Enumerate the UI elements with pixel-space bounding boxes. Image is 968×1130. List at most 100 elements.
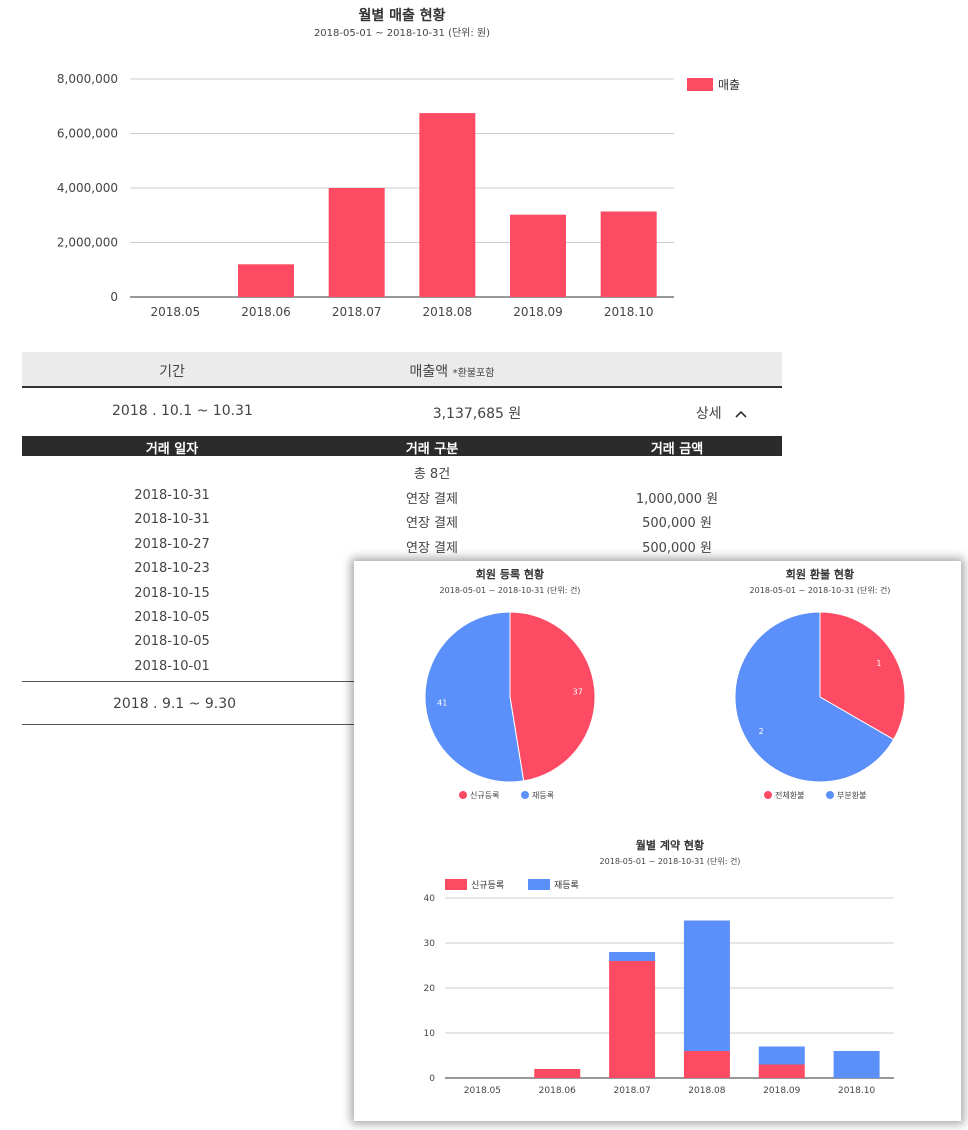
pie-value-label: 41: [437, 698, 447, 707]
sales-table-header: 기간 매출액 *환불포함: [22, 352, 782, 388]
legend-label: 부분환불: [837, 790, 866, 800]
legend-label: 전체환불: [775, 790, 804, 800]
y-tick-label: 20: [424, 984, 436, 994]
transaction-row: 2018-10-31 연장 결제 1,000,000 원: [22, 485, 782, 509]
pie-slice[interactable]: [424, 611, 525, 783]
x-tick-label: 2018.07: [613, 1086, 650, 1096]
amount-header: 매출액 *환불포함: [372, 361, 532, 381]
sales-bar[interactable]: [419, 113, 476, 297]
transaction-type-header: 거래 구분: [405, 442, 459, 457]
transaction-row: 2018-10-31 연장 결제 500,000 원: [22, 509, 782, 533]
legend-dot: [826, 791, 834, 799]
transaction-type: 연장 결제: [406, 492, 458, 507]
legend-swatch: [687, 78, 713, 91]
transaction-amount: 1,000,000 원: [635, 492, 719, 507]
sales-bar[interactable]: [510, 214, 566, 297]
transaction-amount-header: 거래 금액: [650, 442, 704, 457]
y-tick-label: 30: [424, 939, 436, 949]
transaction-total-row: 총 8건: [22, 460, 782, 484]
legend-swatch: [445, 879, 467, 890]
pie-slice[interactable]: [819, 611, 906, 741]
legend-label: 재등록: [532, 791, 554, 800]
pie-value-label: 37: [573, 688, 583, 697]
sales-bar[interactable]: [328, 188, 385, 297]
transaction-date-header: 거래 일자: [145, 442, 199, 457]
x-tick-label: 2018.06: [241, 305, 291, 319]
amount-header-label: 매출액: [409, 364, 449, 380]
member-stats-panel: 회원 등록 현황 2018-05-01 ~ 2018-10-31 (단위: 건)…: [354, 561, 961, 1121]
transaction-type: 연장 결제: [406, 516, 458, 532]
y-tick-label: 4,000,000: [57, 181, 118, 195]
x-tick-label: 2018.07: [332, 305, 382, 319]
period-label: 2018 . 10.1 ~ 10.31: [112, 403, 253, 419]
sales-bar[interactable]: [600, 211, 657, 297]
y-tick-label: 10: [424, 1029, 436, 1039]
transaction-date: 2018-10-31: [134, 512, 210, 528]
transaction-type: 연장 결제: [406, 540, 458, 556]
transaction-row: 2018-10-23: [22, 558, 782, 582]
refund-pie-title: 회원 환불 현황: [786, 567, 854, 581]
legend-swatch: [528, 879, 550, 890]
transaction-date: 2018-10-05: [134, 634, 210, 650]
transaction-row: 2018-10-15: [22, 583, 782, 607]
y-tick-label: 2,000,000: [57, 236, 118, 250]
sales-chart-title: 월별 매출 현황: [358, 7, 445, 24]
chevron-up-icon: [735, 410, 747, 418]
registration-pie-subtitle: 2018-05-01 ~ 2018-10-31 (단위: 건): [440, 585, 581, 595]
legend-dot: [459, 791, 467, 799]
transaction-date: 2018-10-23: [134, 561, 210, 577]
pie-value-label: 2: [759, 727, 764, 736]
contract-chart-subtitle: 2018-05-01 ~ 2018-10-31 (단위: 건): [600, 856, 741, 866]
y-tick-label: 0: [110, 290, 118, 304]
member-stats-charts: 회원 등록 현황 2018-05-01 ~ 2018-10-31 (단위: 건)…: [424, 567, 906, 1096]
x-tick-label: 2018.08: [423, 305, 473, 319]
contract-bar-segment[interactable]: [609, 952, 656, 961]
sales-chart: 월별 매출 현황 2018-05-01 ~ 2018-10-31 (단위: 원)…: [57, 7, 740, 319]
contract-bar-segment[interactable]: [758, 1046, 805, 1065]
contract-bar-segment[interactable]: [683, 920, 730, 1052]
contract-chart-title: 월별 계약 현황: [636, 838, 704, 852]
period-label: 2018 . 9.1 ~ 9.30: [112, 696, 237, 712]
transaction-date: 2018-10-05: [134, 610, 210, 625]
pie-value-label: 1: [876, 659, 881, 668]
x-tick-label: 2018.10: [604, 305, 654, 319]
registration-pie-title: 회원 등록 현황: [476, 567, 544, 581]
x-tick-label: 2018.05: [464, 1086, 501, 1096]
sales-chart-subtitle: 2018-05-01 ~ 2018-10-31 (단위: 원): [314, 26, 490, 39]
x-tick-label: 2018.08: [688, 1086, 725, 1096]
x-tick-label: 2018.10: [838, 1086, 875, 1096]
transaction-amount: 500,000 원: [642, 540, 712, 556]
transaction-row: 2018-10-05: [22, 607, 782, 631]
contract-bar-segment[interactable]: [758, 1064, 805, 1079]
contract-bar-segment[interactable]: [609, 961, 656, 1078]
legend-dot: [521, 791, 529, 799]
refund-pie-subtitle: 2018-05-01 ~ 2018-10-31 (단위: 건): [750, 585, 891, 595]
pie-slice[interactable]: [734, 611, 895, 783]
x-tick-label: 2018.09: [763, 1086, 800, 1096]
transaction-total-count: 총 8건: [413, 467, 451, 482]
y-tick-label: 8,000,000: [57, 72, 118, 86]
y-tick-label: 40: [424, 894, 436, 904]
sales-bar[interactable]: [238, 264, 294, 297]
transaction-amount: 500,000 원: [642, 516, 712, 532]
pie-slice[interactable]: [509, 611, 596, 782]
transaction-date: 2018-10-01: [134, 658, 210, 674]
transaction-date: 2018-10-31: [134, 488, 210, 503]
legend-label: 신규등록: [471, 880, 504, 891]
transaction-date: 2018-10-15: [134, 585, 210, 601]
transaction-row: 2018-10-05: [22, 631, 782, 655]
contract-bar-segment[interactable]: [683, 1051, 730, 1078]
legend-label: 재등록: [554, 880, 579, 891]
contract-bar-segment[interactable]: [534, 1069, 581, 1078]
y-tick-label: 0: [429, 1074, 435, 1084]
legend-label: 매출: [718, 78, 740, 92]
detail-toggle-label: 상세: [695, 406, 722, 422]
period-header: 기간: [159, 364, 185, 380]
detail-toggle-button[interactable]: 상세: [682, 403, 762, 423]
contract-bar-segment[interactable]: [833, 1051, 880, 1078]
period-amount: 3,137,685 원: [432, 406, 522, 422]
x-tick-label: 2018.06: [539, 1086, 576, 1096]
transaction-table-header: 거래 일자 거래 구분 거래 금액: [22, 436, 782, 457]
transaction-row: 2018-10-01: [22, 656, 782, 680]
x-tick-label: 2018.05: [151, 305, 201, 319]
